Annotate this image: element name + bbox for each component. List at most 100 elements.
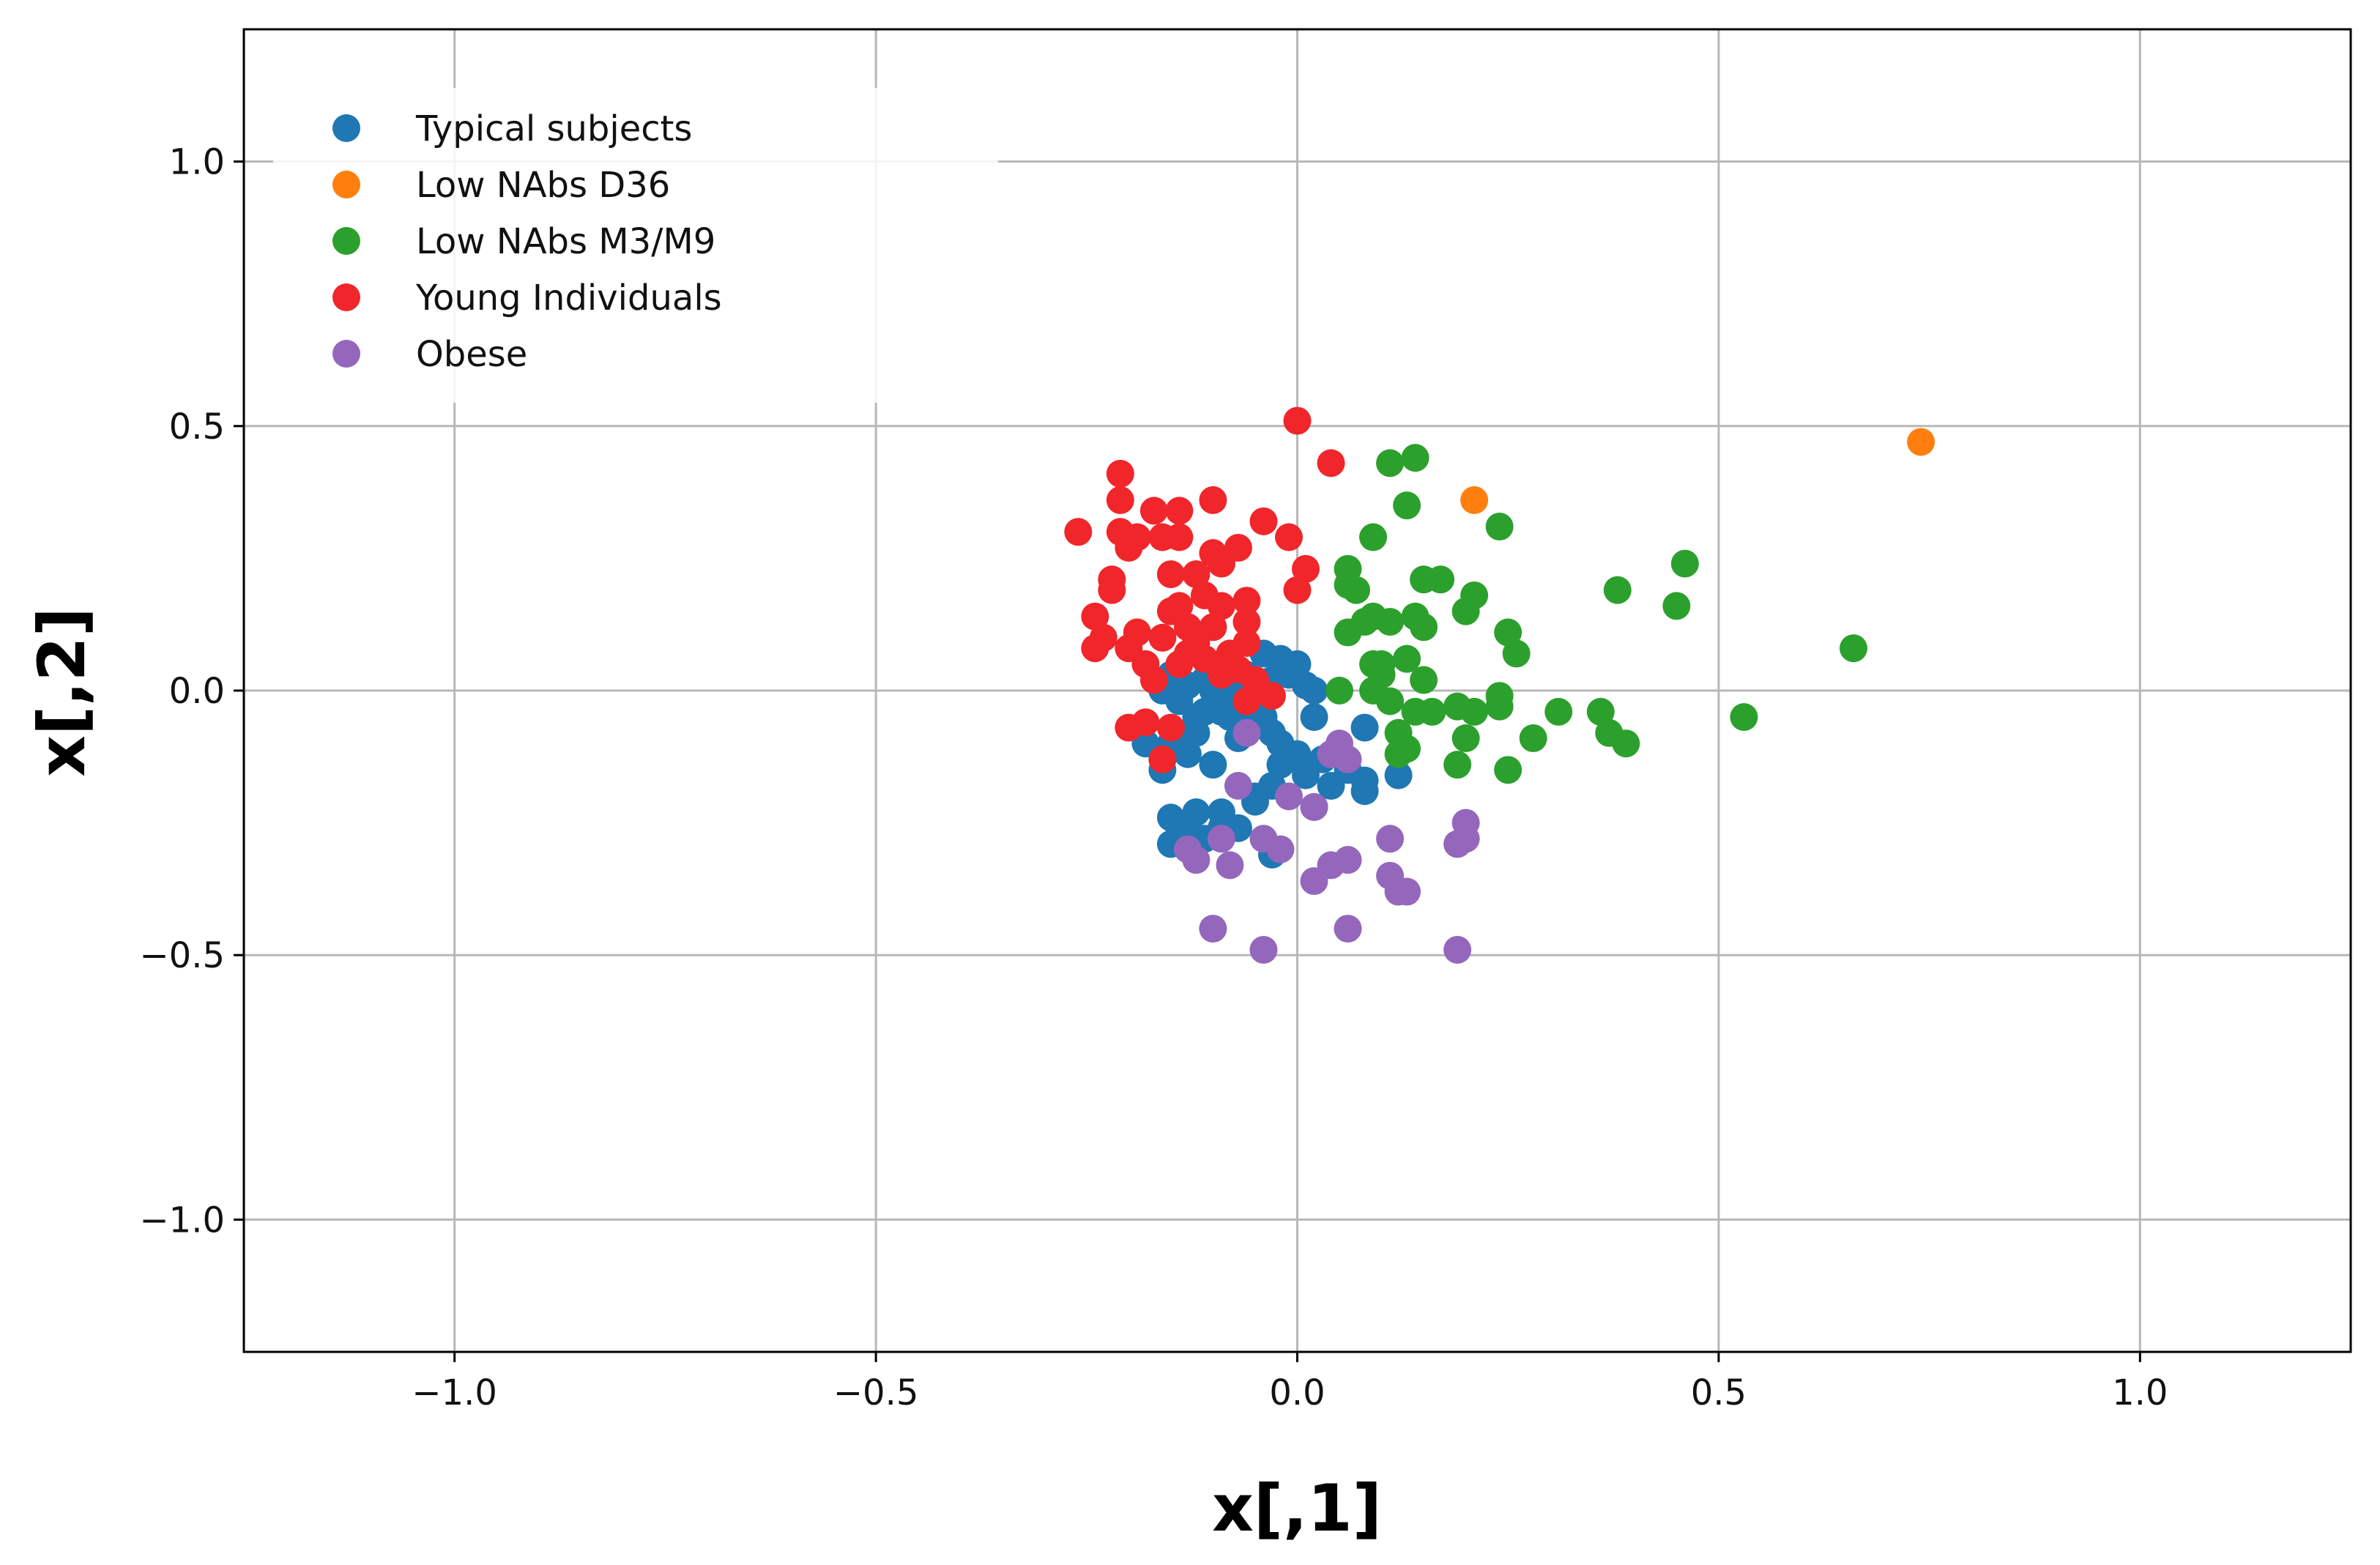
data-point (1494, 618, 1522, 647)
data-point (1207, 661, 1235, 689)
series-low-nabs-m3-m9 (1325, 444, 1868, 784)
data-point (1182, 846, 1211, 874)
data-point (1350, 777, 1379, 806)
data-point (1670, 549, 1699, 578)
data-point (1907, 428, 1935, 456)
data-point (1350, 713, 1379, 742)
data-point (1300, 792, 1328, 821)
data-point (1216, 851, 1244, 880)
data-point (1317, 449, 1345, 477)
data-point (1485, 513, 1514, 541)
data-point (1451, 597, 1480, 625)
data-point (1199, 751, 1227, 779)
y-tick-label: 0.5 (169, 406, 225, 447)
data-point (1106, 459, 1134, 488)
data-point (1165, 497, 1194, 525)
data-point (1232, 608, 1261, 636)
data-point (1207, 798, 1235, 827)
y-tick-label: 0.0 (169, 671, 225, 712)
data-point (1401, 444, 1429, 472)
data-point (1384, 761, 1413, 789)
data-point (1249, 507, 1278, 535)
data-point (1334, 915, 1362, 943)
x-tick-label: −1.0 (412, 1372, 497, 1413)
x-tick-label: 0.5 (1691, 1372, 1747, 1413)
data-point (1367, 650, 1396, 678)
data-point (1586, 697, 1615, 726)
legend-marker (332, 114, 360, 142)
data-point (1081, 602, 1109, 631)
data-point (1165, 650, 1194, 678)
data-point (1173, 808, 1202, 837)
data-point (1182, 718, 1211, 747)
data-point (1612, 729, 1640, 758)
data-point (1266, 729, 1295, 758)
data-point (1190, 697, 1219, 726)
data-point (1300, 703, 1328, 732)
x-tick-label: 0.0 (1269, 1372, 1325, 1413)
data-point (1325, 677, 1354, 705)
data-point (1325, 729, 1354, 758)
data-point (1274, 782, 1303, 811)
x-axis-title: x[,1] (1212, 1471, 1382, 1546)
axis-ticks: −1.0 −0.5 0.0 0.5 1.0 −1.0 −0.5 0.0 0.5 1.0 (139, 142, 2168, 1413)
data-point (1139, 497, 1168, 525)
data-point (1460, 486, 1489, 514)
data-point (1603, 576, 1632, 604)
data-point (1232, 718, 1261, 747)
data-point (1165, 523, 1194, 551)
legend-label: Young Individuals (415, 278, 722, 319)
data-point (1249, 935, 1278, 964)
legend: Typical subjects Low NAbs D36 Low NAbs M3/… (273, 88, 998, 403)
legend-label: Low NAbs M3/M9 (416, 221, 715, 262)
data-point (1393, 644, 1421, 673)
data-point (1232, 687, 1261, 715)
data-point (1544, 697, 1573, 726)
legend-marker (332, 340, 360, 368)
data-point (1115, 533, 1143, 562)
x-tick-label: 1.0 (2112, 1372, 2168, 1413)
data-point (1292, 554, 1320, 583)
data-point (1384, 740, 1413, 768)
data-point (1410, 613, 1438, 642)
y-tick-label: −0.5 (139, 935, 225, 976)
data-point (1207, 549, 1235, 578)
data-point (1410, 666, 1438, 694)
data-point (1207, 825, 1235, 853)
data-point (1274, 661, 1303, 689)
data-point (1182, 560, 1211, 589)
data-point (1519, 724, 1547, 753)
data-point (1232, 587, 1261, 615)
data-point (1156, 560, 1185, 589)
data-point (1131, 708, 1160, 737)
y-tick-label: 1.0 (169, 142, 225, 183)
legend-label: Typical subjects (415, 108, 692, 149)
legend-marker (332, 171, 360, 198)
y-tick-label: −1.0 (139, 1200, 225, 1241)
data-point (1199, 486, 1227, 514)
data-points (1064, 406, 1935, 964)
data-point (1224, 772, 1252, 800)
series-obese (1173, 718, 1480, 964)
data-point (1485, 692, 1514, 721)
data-point (1376, 608, 1405, 636)
series-young-individuals (1064, 406, 1345, 773)
data-point (1443, 935, 1472, 964)
data-point (1266, 835, 1295, 863)
data-point (1300, 677, 1328, 705)
x-tick-label: −0.5 (833, 1372, 919, 1413)
data-point (1283, 576, 1312, 604)
data-point (1443, 751, 1472, 779)
data-point (1840, 634, 1868, 663)
data-point (1662, 592, 1691, 620)
data-point (1494, 756, 1522, 784)
data-point (1342, 576, 1371, 604)
data-point (1460, 697, 1489, 726)
data-point (1283, 406, 1312, 435)
data-point (1334, 846, 1362, 874)
data-point (1106, 486, 1134, 514)
data-point (1156, 713, 1185, 742)
data-point (1081, 634, 1109, 663)
data-point (1173, 740, 1202, 768)
data-point (1502, 639, 1531, 668)
